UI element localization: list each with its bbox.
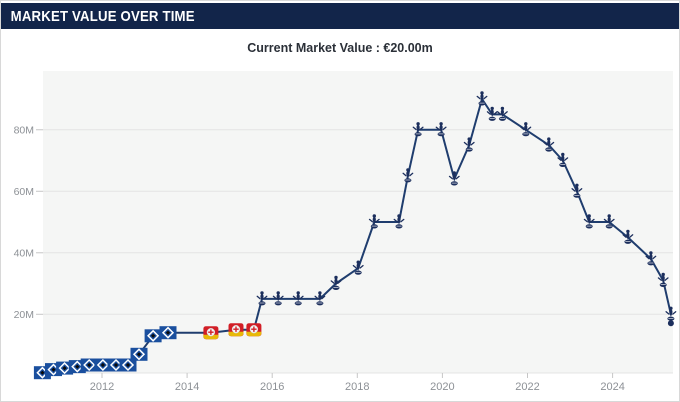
tottenham-crest-icon[interactable] [435, 122, 447, 137]
hsv-crest-icon[interactable] [119, 358, 137, 372]
tottenham-crest-icon[interactable] [665, 306, 677, 327]
tottenham-crest-icon[interactable] [402, 168, 414, 183]
x-axis-label: 2022 [515, 381, 539, 393]
tottenham-crest-icon[interactable] [583, 214, 595, 229]
tottenham-crest-icon[interactable] [520, 122, 532, 137]
tottenham-crest-icon[interactable] [292, 291, 304, 306]
tottenham-crest-icon[interactable] [330, 275, 342, 290]
tottenham-crest-icon[interactable] [272, 291, 284, 306]
tottenham-crest-icon[interactable] [448, 171, 460, 186]
tottenham-crest-icon[interactable] [463, 137, 475, 152]
page-title: MARKET VALUE OVER TIME [10, 7, 195, 25]
tottenham-crest-icon[interactable] [314, 291, 326, 306]
tottenham-crest-icon[interactable] [557, 152, 569, 167]
y-axis-label: 80M [14, 124, 34, 136]
tottenham-crest-icon[interactable] [256, 291, 268, 306]
x-axis-label: 2024 [600, 381, 624, 393]
leverkusen-crest-icon[interactable] [228, 323, 244, 337]
leverkusen-crest-icon[interactable] [246, 323, 262, 337]
hsv-crest-icon[interactable] [80, 358, 98, 372]
tottenham-crest-icon[interactable] [543, 137, 555, 152]
tottenham-crest-icon[interactable] [476, 91, 488, 106]
hsv-crest-icon[interactable] [130, 347, 148, 361]
x-axis-label: 2012 [90, 381, 114, 393]
tottenham-crest-icon[interactable] [412, 122, 424, 137]
tottenham-crest-icon[interactable] [393, 214, 405, 229]
tottenham-crest-icon[interactable] [657, 272, 669, 287]
current-market-value-label: Current Market Value : €20.00m [247, 41, 433, 55]
tottenham-crest-icon[interactable] [368, 214, 380, 229]
tottenham-crest-icon[interactable] [571, 183, 583, 198]
y-axis-label: 20M [14, 309, 34, 321]
y-axis-label: 60M [14, 186, 34, 198]
x-axis-label: 2020 [430, 381, 454, 393]
plot-area [43, 71, 673, 373]
header-bar: MARKET VALUE OVER TIME [1, 3, 679, 29]
hsv-crest-icon[interactable] [94, 358, 112, 372]
x-axis-label: 2014 [175, 381, 199, 393]
tottenham-crest-icon[interactable] [486, 106, 498, 121]
hsv-crest-icon[interactable] [159, 326, 177, 340]
leverkusen-crest-icon[interactable] [203, 326, 219, 340]
tottenham-crest-icon[interactable] [645, 251, 657, 266]
tottenham-crest-icon[interactable] [603, 214, 615, 229]
current-value-dot [667, 320, 674, 327]
x-axis-label: 2018 [345, 381, 369, 393]
hsv-crest-icon[interactable] [144, 329, 162, 343]
tottenham-crest-icon[interactable] [622, 229, 634, 244]
y-axis-label: 40M [14, 247, 34, 259]
tottenham-crest-icon[interactable] [352, 260, 364, 275]
tottenham-crest-icon[interactable] [496, 106, 508, 121]
x-axis-label: 2016 [260, 381, 284, 393]
